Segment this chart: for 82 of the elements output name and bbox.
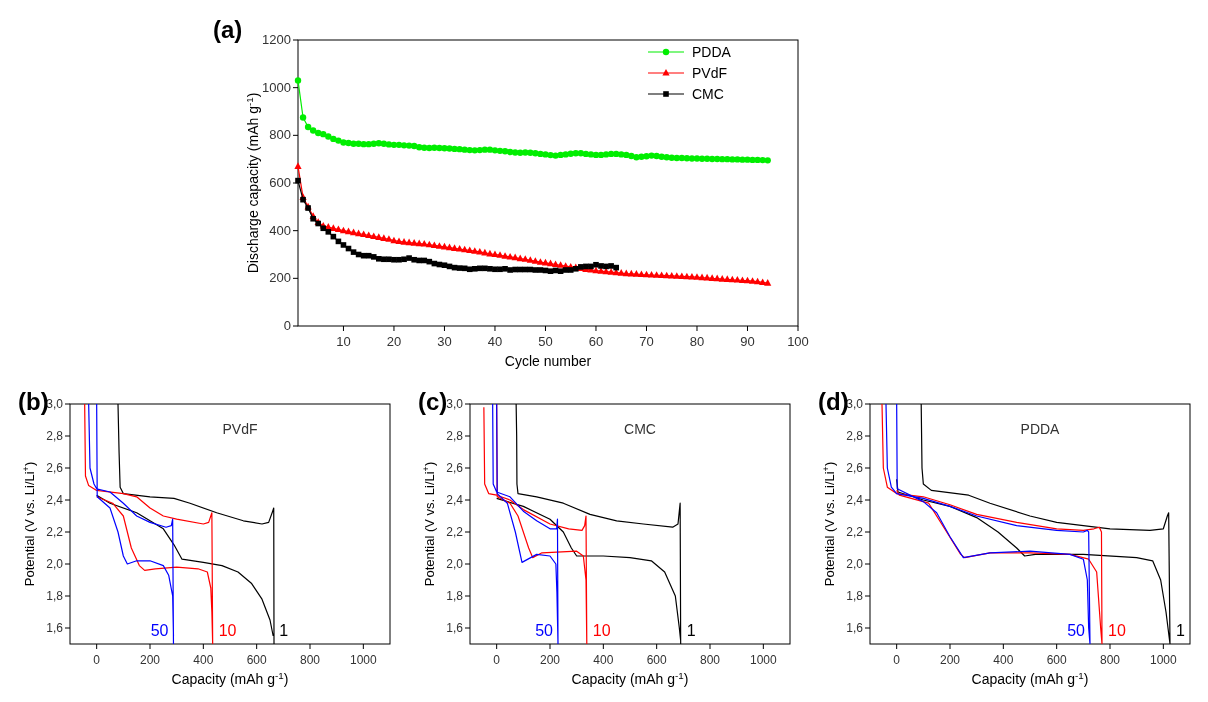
- x-tick-label: 800: [699, 653, 721, 667]
- y-tick-label: 2,0: [846, 557, 864, 571]
- x-tick-label: 800: [299, 653, 321, 667]
- y-tick-label: 1000: [262, 79, 291, 95]
- series-label: 10: [592, 622, 611, 639]
- x-axis-title: Cycle number: [504, 353, 592, 369]
- y-tick-label: 2,6: [846, 461, 864, 475]
- annotation: PDDA: [1020, 421, 1061, 437]
- x-tick-label: 60: [588, 334, 604, 349]
- y-tick-label: 2,4: [846, 493, 864, 507]
- x-tick-label: 1000: [1149, 653, 1177, 667]
- annotation: CMC: [624, 421, 656, 437]
- series-label: 50: [1067, 622, 1086, 639]
- x-tick-label: 400: [993, 653, 1014, 667]
- y-tick-label: 3,0: [846, 397, 864, 411]
- y-tick-label: 1,6: [446, 621, 464, 635]
- x-tick-label: 90: [740, 334, 755, 349]
- y-tick-label: 1,8: [46, 589, 64, 603]
- legend-label: CMC: [692, 86, 724, 102]
- x-axis-title: Capacity (mAh g$^{-1}$): [971, 669, 1089, 687]
- x-tick-label: 70: [639, 334, 654, 349]
- x-tick-label: 200: [139, 653, 161, 667]
- x-tick-label: 40: [487, 334, 503, 349]
- y-tick-label: 0: [283, 318, 291, 333]
- legend-label: PVdF: [692, 65, 728, 81]
- y-tick-label: 2,0: [46, 557, 64, 571]
- y-tick-label: 600: [269, 175, 291, 190]
- series-label: 1: [686, 622, 696, 639]
- chart-title: (d): [818, 388, 849, 415]
- y-tick-label: 400: [269, 222, 291, 238]
- x-tick-label: 1000: [749, 653, 777, 667]
- x-axis-title: Capacity (mAh g$^{-1}$): [171, 669, 289, 687]
- chart-title: (a): [213, 16, 243, 43]
- x-tick-label: 200: [539, 653, 561, 667]
- y-tick-label: 3,0: [446, 397, 464, 411]
- x-tick-label: 0: [493, 653, 501, 667]
- series-label: 10: [218, 622, 237, 639]
- x-tick-label: 20: [386, 334, 402, 349]
- x-tick-label: 80: [689, 334, 705, 349]
- y-tick-label: 2,8: [846, 429, 864, 443]
- series-label: 1: [279, 622, 289, 639]
- x-tick-label: 400: [593, 653, 614, 667]
- y-tick-label: 2,8: [46, 429, 64, 443]
- y-tick-label: 2,4: [446, 493, 464, 507]
- y-tick-label: 200: [269, 270, 291, 286]
- series-label: 1: [1176, 622, 1185, 639]
- y-tick-label: 800: [269, 127, 291, 143]
- y-tick-label: 3,0: [46, 397, 64, 411]
- x-axis-title: Capacity (mAh g$^{-1}$): [571, 669, 689, 687]
- x-tick-label: 10: [336, 334, 351, 349]
- y-tick-label: 2,6: [446, 461, 464, 475]
- x-tick-label: 400: [193, 653, 214, 667]
- x-tick-label: 800: [1099, 653, 1121, 667]
- chart-title: (c): [418, 388, 448, 415]
- y-tick-label: 1,6: [846, 621, 864, 635]
- x-tick-label: 30: [437, 334, 452, 349]
- x-tick-label: 600: [646, 653, 667, 667]
- y-tick-label: 2,8: [446, 429, 464, 443]
- series-label: 50: [150, 622, 169, 639]
- y-tick-label: 2,2: [446, 525, 464, 539]
- x-tick-label: 1000: [349, 653, 377, 667]
- chart-title: (b): [18, 388, 49, 415]
- x-tick-label: 50: [538, 334, 553, 349]
- x-tick-label: 0: [893, 653, 901, 667]
- x-tick-label: 0: [93, 653, 101, 667]
- x-tick-label: 100: [787, 334, 809, 349]
- series-label: 50: [535, 622, 554, 639]
- y-tick-label: 1200: [262, 32, 291, 47]
- x-tick-label: 600: [246, 653, 267, 667]
- x-tick-label: 600: [1046, 653, 1067, 667]
- y-tick-label: 2,6: [46, 461, 64, 475]
- series-label: 10: [1108, 622, 1126, 639]
- y-tick-label: 2,2: [846, 525, 864, 539]
- y-tick-label: 2,4: [46, 493, 64, 507]
- legend-label: PDDA: [692, 44, 732, 60]
- y-tick-label: 1,8: [446, 589, 464, 603]
- y-tick-label: 1,8: [846, 589, 864, 603]
- x-tick-label: 200: [939, 653, 961, 667]
- y-tick-label: 2,2: [46, 525, 64, 539]
- y-tick-label: 2,0: [446, 557, 464, 571]
- y-tick-label: 1,6: [46, 621, 64, 635]
- annotation: PVdF: [222, 421, 258, 437]
